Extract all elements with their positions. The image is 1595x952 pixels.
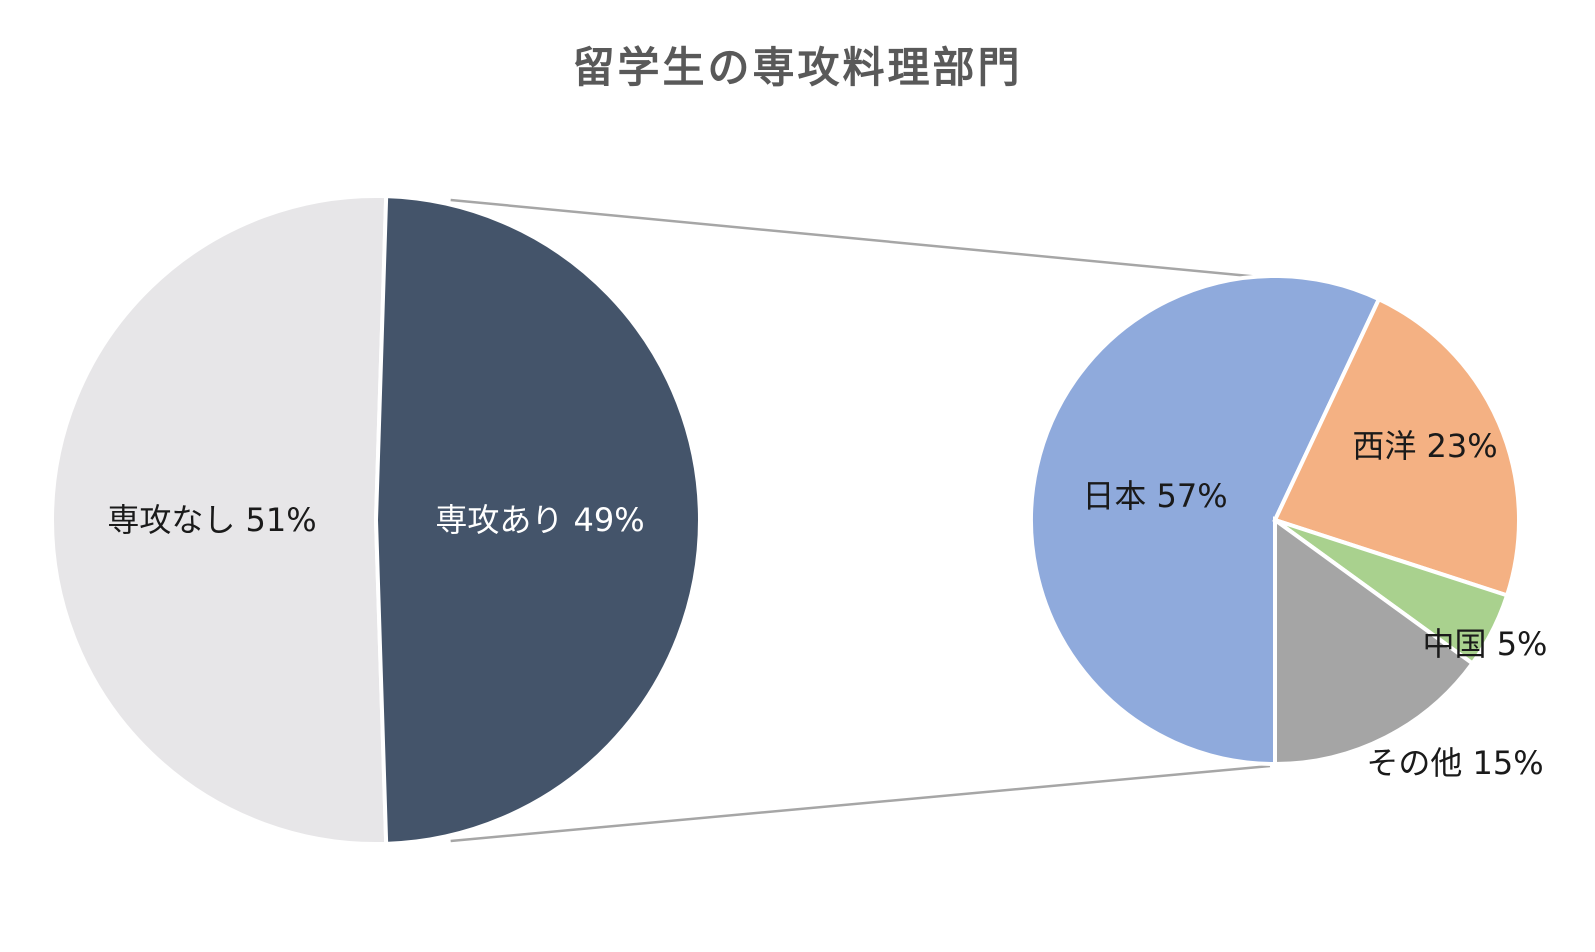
secondary-pie-label-1: 西洋 23% (1352, 427, 1497, 465)
connector-line-bottom (450, 764, 1271, 843)
secondary-pie-label-2: 中国 5% (1423, 625, 1548, 663)
secondary-pie (1029, 274, 1521, 767)
secondary-pie-slice-3 (1273, 516, 1476, 767)
main-pie-label-1: 専攻あり 49% (435, 501, 644, 539)
main-pie-slice-0 (49, 194, 389, 846)
secondary-pie-label-0: 日本 57% (1082, 477, 1227, 515)
main-pie-slice-1 (373, 194, 702, 846)
connector-lines (450, 198, 1271, 843)
connector-line-top (450, 198, 1261, 279)
secondary-pie-slice-0 (1029, 274, 1382, 767)
main-pie-label-0: 専攻なし 51% (107, 501, 316, 539)
main-pie (49, 194, 702, 846)
data-labels: 専攻なし 51% 専攻あり 49% 日本 57% 西洋 23% 中国 5% その他 15% (107, 427, 1547, 782)
chart-title: 留学生の専攻料理部門 (572, 43, 1023, 92)
secondary-pie-slice-1 (1272, 296, 1521, 598)
secondary-pie-label-3: その他 15% (1366, 744, 1543, 782)
